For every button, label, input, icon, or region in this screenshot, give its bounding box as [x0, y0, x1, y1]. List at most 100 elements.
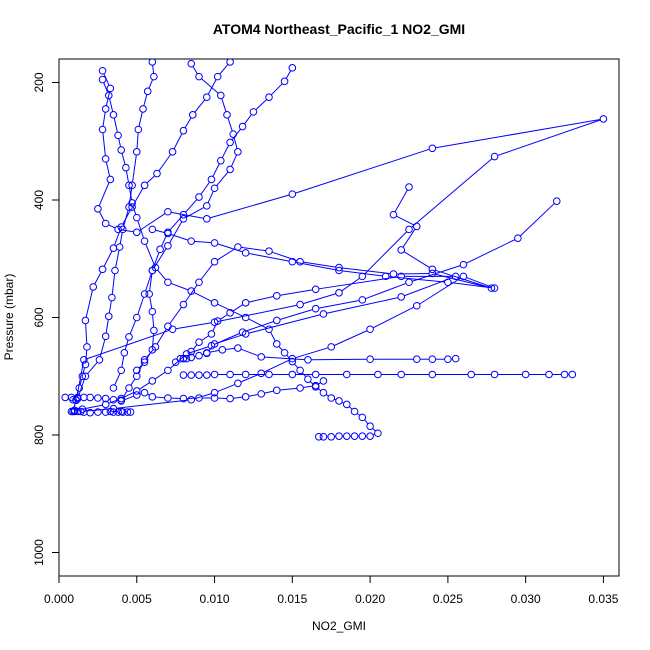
data-point	[272, 340, 281, 348]
data-point	[101, 400, 110, 409]
series-segment	[233, 396, 243, 399]
series-segment	[341, 277, 360, 292]
series-segment	[115, 250, 120, 268]
x-axis: 0.000 0.005 0.010 0.015 0.020 0.025 0.030 0.035	[44, 576, 619, 606]
data-point	[179, 300, 188, 309]
data-point	[405, 183, 413, 191]
series-segment	[365, 282, 407, 300]
data-point	[257, 353, 266, 361]
series-segment	[279, 309, 313, 320]
data-series	[179, 370, 577, 379]
series-segment	[263, 359, 290, 373]
data-series	[98, 75, 382, 441]
data-point	[249, 108, 258, 116]
series-segment	[169, 221, 183, 244]
data-point	[195, 338, 203, 346]
series-segment	[411, 158, 493, 228]
data-point	[109, 384, 118, 392]
series-segment	[175, 322, 212, 330]
series-segment	[155, 396, 165, 399]
series-segment	[152, 65, 155, 74]
data-point	[164, 322, 172, 331]
data-point	[226, 165, 234, 174]
data-point	[148, 393, 157, 401]
series-segment	[209, 349, 220, 353]
data-point	[148, 307, 157, 316]
series-segment	[102, 132, 106, 156]
series-segment	[245, 321, 274, 332]
data-point	[428, 370, 437, 379]
y-axis-label: Pressure (mbar)	[2, 274, 16, 361]
data-point	[272, 316, 281, 325]
series-segment	[170, 282, 189, 291]
series-segment	[201, 335, 209, 341]
series-segment	[342, 267, 391, 275]
series-segment	[136, 132, 139, 149]
series-segment	[102, 112, 106, 127]
data-point	[451, 354, 460, 363]
data-point	[304, 356, 312, 364]
x-tick-label: 0.005	[122, 592, 152, 606]
series-segment	[137, 220, 144, 239]
data-point	[412, 355, 421, 364]
series-segment	[311, 358, 367, 361]
data-point	[80, 393, 88, 402]
data-point	[238, 122, 247, 131]
data-series	[171, 272, 460, 366]
data-point	[106, 175, 115, 184]
series-segment	[78, 379, 85, 396]
series-segment	[217, 248, 236, 261]
data-point	[296, 257, 304, 266]
series-segment	[240, 348, 259, 357]
series-segment	[124, 395, 134, 401]
y-tick-label: 400	[32, 190, 46, 210]
series-segment	[98, 182, 110, 206]
series-segment	[295, 347, 329, 359]
x-tick-label: 0.015	[277, 592, 307, 606]
data-point	[132, 228, 141, 237]
series-segment	[230, 154, 238, 167]
data-point	[179, 394, 188, 403]
data-point	[490, 152, 499, 161]
data-point	[389, 210, 398, 219]
series-segment	[435, 273, 489, 288]
series-segment	[295, 148, 430, 194]
series-segment	[85, 404, 103, 409]
series-segment	[207, 191, 214, 204]
series-segment	[356, 413, 361, 416]
series-segment	[301, 372, 307, 378]
y-tick-label: 800	[32, 425, 46, 445]
series-segment	[129, 320, 137, 335]
data-point	[148, 59, 157, 66]
series-segment	[364, 231, 408, 275]
data-point	[148, 266, 157, 275]
y-tick-label: 1000	[32, 539, 46, 566]
x-axis-label: NO2_GMI	[312, 619, 366, 633]
data-point	[125, 333, 133, 341]
data-point	[202, 202, 211, 210]
series-segment	[216, 171, 229, 187]
data-point	[117, 396, 126, 405]
data-point	[195, 278, 203, 287]
data-point	[148, 225, 157, 234]
data-point	[207, 175, 216, 184]
data-point	[114, 131, 122, 140]
series-segment	[219, 64, 229, 75]
data-point	[335, 432, 343, 440]
data-point	[335, 263, 343, 272]
data-point	[187, 59, 196, 68]
data-point	[350, 432, 359, 440]
data-point	[288, 354, 297, 363]
data-point	[81, 372, 90, 381]
data-point	[104, 312, 113, 321]
series-segment	[119, 232, 123, 244]
data-point	[98, 125, 107, 134]
data-point	[101, 219, 110, 228]
data-point	[202, 215, 211, 223]
series-segment	[194, 393, 212, 400]
series-segment	[318, 276, 399, 290]
series-segment	[220, 314, 228, 320]
data-point	[234, 148, 242, 156]
series-segment	[125, 170, 129, 183]
data-point	[366, 432, 374, 440]
